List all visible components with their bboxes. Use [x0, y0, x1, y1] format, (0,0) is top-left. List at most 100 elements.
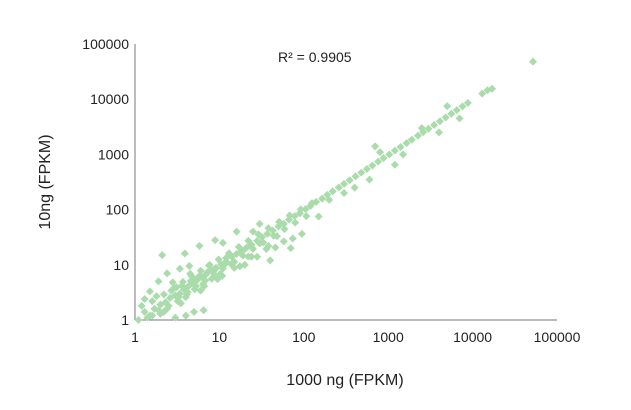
data-point: [379, 154, 388, 163]
data-point: [140, 295, 149, 304]
data-point: [190, 285, 199, 294]
data-point: [288, 234, 297, 243]
data-point: [458, 102, 467, 111]
y-tick-label: 1000: [98, 146, 129, 162]
data-point: [232, 227, 241, 236]
data-point: [154, 277, 163, 286]
data-point: [199, 279, 208, 288]
data-point: [218, 238, 227, 247]
data-point: [529, 57, 538, 66]
data-point: [385, 150, 394, 159]
data-point: [291, 218, 300, 227]
data-point: [255, 219, 264, 228]
data-point: [171, 313, 180, 322]
data-point: [407, 135, 416, 144]
data-point: [145, 287, 154, 296]
data-point: [266, 256, 275, 265]
x-tick-label: 100: [292, 329, 316, 345]
data-point: [455, 114, 464, 123]
y-tick-label: 100000: [82, 36, 129, 52]
data-point: [417, 124, 426, 133]
data-point: [340, 188, 349, 197]
data-point: [163, 269, 172, 278]
data-point: [318, 194, 327, 203]
data-point: [253, 252, 262, 261]
data-point: [328, 187, 337, 196]
data-point: [148, 311, 157, 320]
data-point: [290, 212, 299, 221]
data-point: [301, 205, 310, 214]
data-point: [182, 290, 191, 299]
data-point: [478, 89, 487, 98]
data-point: [148, 297, 157, 306]
data-point: [196, 266, 205, 275]
data-point: [286, 244, 295, 253]
y-tick-label: 100: [106, 202, 130, 218]
data-point: [402, 139, 411, 148]
x-tick-label: 1: [131, 329, 139, 345]
x-tick-label: 10: [212, 329, 228, 345]
data-point: [222, 253, 231, 262]
data-point: [207, 274, 216, 283]
data-point: [264, 224, 273, 233]
y-tick-labels: 1 10 100 1000 10000 100000: [82, 36, 129, 328]
data-point: [374, 157, 383, 166]
data-point: [296, 205, 305, 214]
y-axis-label: 10ng (FPKM): [37, 134, 54, 229]
data-point: [357, 168, 366, 177]
data-point: [248, 227, 257, 236]
data-point: [314, 212, 323, 221]
y-tick-label: 10000: [90, 91, 129, 107]
data-point: [447, 109, 456, 118]
data-point: [195, 241, 204, 250]
data-point: [435, 117, 444, 126]
x-tick-label: 100000: [534, 329, 581, 345]
data-point: [390, 146, 399, 155]
data-point: [280, 225, 289, 234]
data-point: [248, 244, 257, 253]
data-point: [263, 229, 272, 238]
x-tick-label: 10000: [453, 329, 492, 345]
data-point: [279, 237, 288, 246]
data-point: [240, 260, 249, 269]
data-point: [137, 301, 146, 310]
data-point: [452, 106, 461, 115]
data-point: [163, 304, 172, 313]
data-point: [199, 306, 208, 315]
data-point: [185, 262, 194, 271]
data-point: [399, 150, 408, 159]
data-point: [186, 276, 195, 285]
data-point: [365, 175, 374, 184]
data-point: [302, 212, 311, 221]
data-point: [262, 245, 271, 254]
x-tick-label: 1000: [373, 329, 404, 345]
data-point: [390, 160, 399, 169]
y-tick-label: 1: [121, 312, 129, 328]
data-point: [189, 307, 198, 316]
data-point: [158, 251, 167, 260]
data-point: [340, 179, 349, 188]
data-points: [134, 57, 538, 324]
data-point: [140, 307, 149, 316]
data-point: [345, 176, 354, 185]
data-point: [272, 232, 281, 241]
data-point: [177, 281, 186, 290]
data-point: [134, 316, 143, 324]
data-point: [351, 172, 360, 181]
data-point: [194, 272, 203, 281]
data-point: [203, 268, 212, 277]
data-point: [441, 113, 450, 122]
data-point: [396, 143, 405, 152]
data-point: [463, 98, 472, 107]
data-point: [362, 164, 371, 173]
data-point: [376, 148, 385, 157]
data-point: [168, 278, 177, 287]
data-point: [244, 252, 253, 261]
data-point: [488, 84, 497, 93]
x-tick-labels: 1 10 100 1000 10000 100000: [131, 329, 580, 345]
data-point: [212, 264, 221, 273]
data-point: [350, 183, 359, 192]
data-point: [181, 311, 190, 320]
data-point: [204, 261, 213, 270]
